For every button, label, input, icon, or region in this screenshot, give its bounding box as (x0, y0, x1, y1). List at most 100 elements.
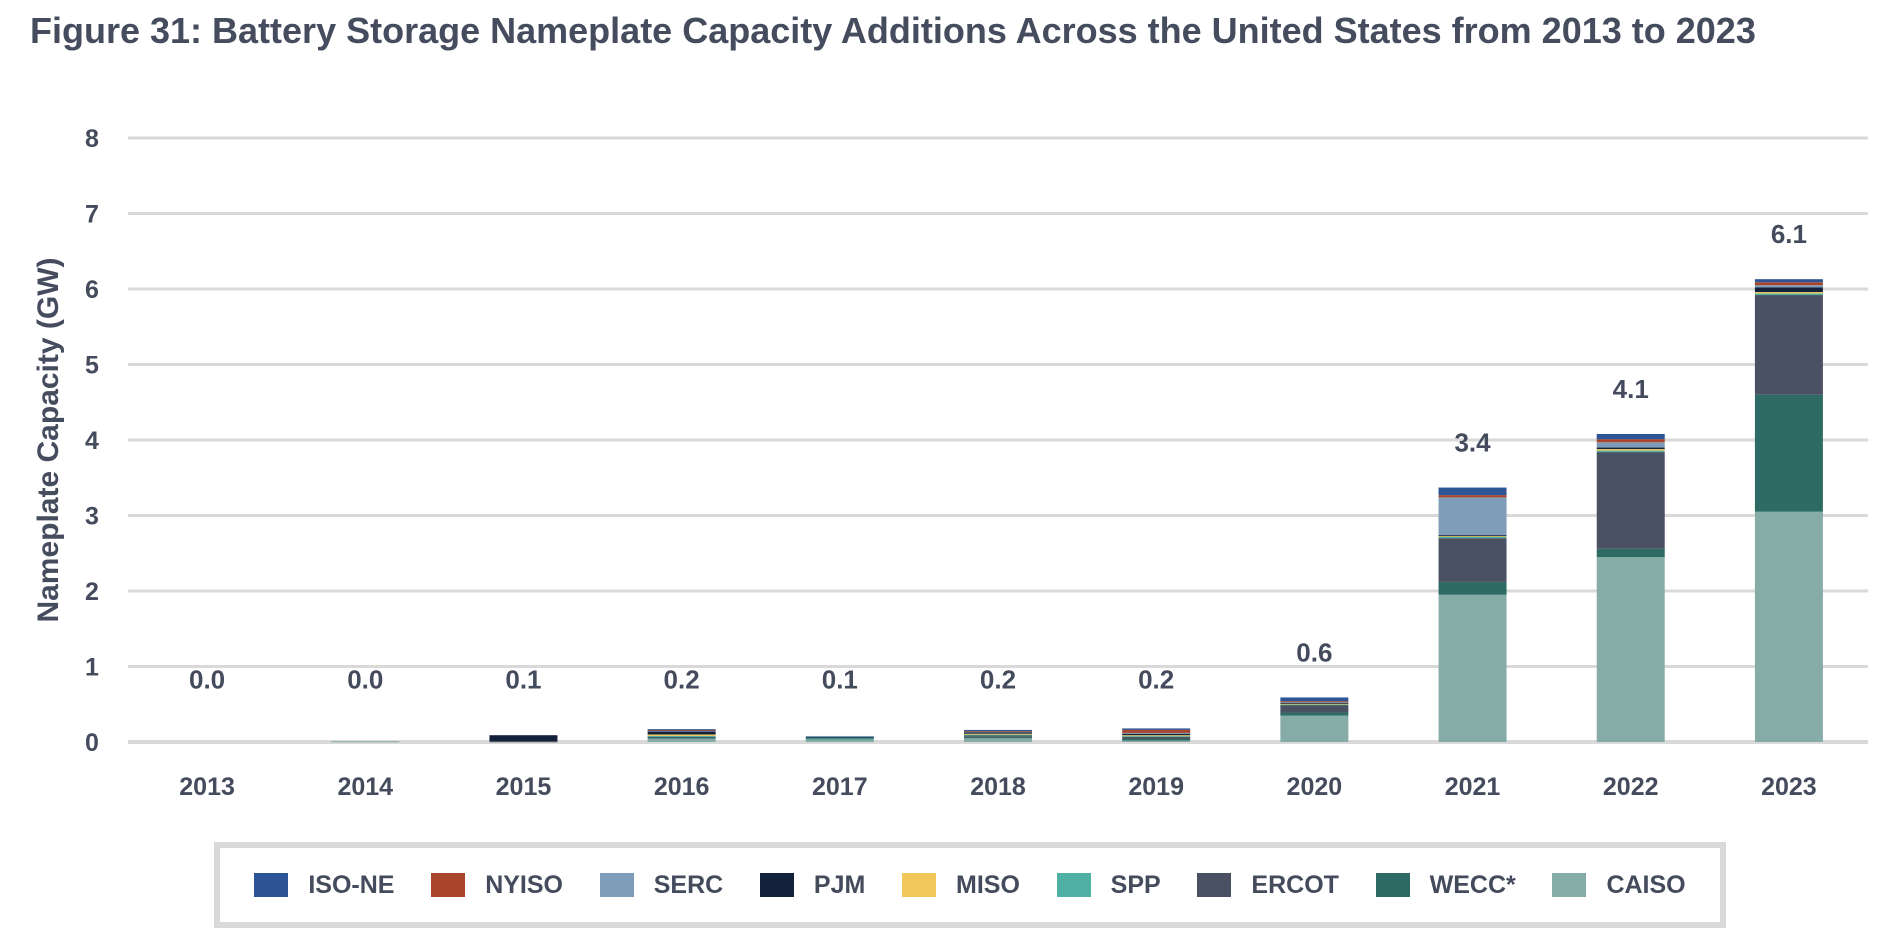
legend-item-caiso: CAISO (1552, 870, 1686, 900)
legend-swatch-spp (1056, 873, 1091, 897)
total-label: 3.4 (1454, 428, 1491, 458)
bar-segment-pjm-2022 (1596, 447, 1665, 450)
total-label: 0.1 (505, 665, 541, 695)
bar-segment-pjm-2018 (964, 732, 1032, 734)
x-tick-label: 2023 (1761, 773, 1817, 801)
bar-segment-isone-2023 (1754, 279, 1823, 283)
x-tick-label: 2013 (179, 773, 235, 801)
bar-segment-serc-2021 (1438, 497, 1507, 536)
bar-segment-caiso-2016 (647, 738, 716, 742)
bar-segment-serc-2019 (1122, 732, 1191, 734)
bar-segment-spp-2021 (1438, 536, 1507, 539)
y-tick-label: 8 (85, 125, 99, 153)
legend-item-ercot: ERCOT (1197, 871, 1339, 900)
bar-segment-miso-2018 (964, 733, 1032, 735)
bar-segment-spp-2022 (1596, 450, 1665, 453)
bar-segment-serc-2016 (647, 730, 716, 732)
y-tick-label: 4 (85, 427, 99, 455)
bar-segment-caiso-2014 (331, 741, 400, 743)
legend-item-spp: SPP (1056, 870, 1161, 900)
bar-segment-spp-2020 (1280, 704, 1349, 706)
legend-swatch-wecc (1375, 873, 1410, 897)
chart-title: Figure 31: Battery Storage Nameplate Cap… (30, 10, 1756, 51)
bar-segment-isone-2019 (1122, 728, 1191, 730)
legend-label-caiso: CAISO (1606, 870, 1686, 899)
bar-segment-ercot-2016 (647, 736, 716, 738)
bar-segment-miso-2021 (1438, 535, 1507, 537)
y-axis-label: Nameplate Capacity (GW) (32, 257, 65, 622)
legend-label-iso-ne: ISO-NE (308, 870, 395, 899)
bar-segment-ercot-2023 (1754, 295, 1823, 395)
bar-segment-miso-2019 (1122, 735, 1191, 737)
bar-segment-wecc-2017 (805, 738, 874, 740)
x-tick-label: 2021 (1445, 773, 1501, 801)
bar-segment-serc-2022 (1596, 442, 1665, 448)
bar-segment-isone-2020 (1280, 697, 1349, 702)
total-label: 0.0 (189, 665, 225, 695)
bar-segment-miso-2016 (647, 734, 716, 736)
bar-segment-caiso-2021 (1438, 594, 1507, 742)
bar-segment-wecc-2016 (647, 737, 716, 739)
bar-segment-pjm-2020 (1280, 702, 1349, 704)
bar-segment-ercot-2022 (1596, 452, 1665, 549)
legend-label-spp: SPP (1110, 870, 1161, 899)
chart-legend: ISO-NE NYISO SERC PJM MISO SPP ERCOT WEC… (214, 842, 1726, 928)
bar-chart: Nameplate Capacity (GW) 0 1 2 3 4 5 6 7 8 2013 0.0 2… (32, 125, 1868, 801)
bar-segment-spp-2016 (647, 735, 716, 737)
x-tick-label: 2016 (654, 773, 710, 801)
bar-segment-nyiso-2020 (1280, 701, 1349, 703)
total-label: 0.6 (1296, 637, 1332, 667)
total-label: 0.1 (822, 665, 858, 695)
bar-segment-miso-2022 (1596, 449, 1665, 451)
legend-swatch-ercot (1197, 873, 1232, 897)
bar-segment-caiso-2023 (1754, 511, 1823, 742)
bar-segment-ercot-2018 (964, 735, 1032, 737)
bar-segment-isone-2016 (647, 729, 716, 731)
bar-segment-pjm-2023 (1754, 287, 1823, 293)
legend-item-wecc: WECC* (1375, 870, 1516, 900)
bar-segment-caiso-2022 (1596, 557, 1665, 742)
bar-segment-miso-2023 (1754, 292, 1823, 294)
legend-item-nyiso: NYISO (431, 871, 563, 900)
bar-segment-caiso-2017 (805, 738, 874, 742)
bar-segment-caiso-2019 (1122, 740, 1191, 742)
bar-segment-ercot-2015 (489, 741, 558, 743)
bar-segment-nyiso-2021 (1438, 495, 1507, 498)
bar-segment-ercot-2021 (1438, 538, 1507, 582)
bar-segment-nyiso-2023 (1754, 282, 1823, 286)
bar-segment-spp-2019 (1122, 735, 1191, 737)
legend-label-wecc: WECC* (1429, 870, 1516, 899)
bar-segment-pjm-2015 (489, 735, 558, 742)
y-tick-label: 2 (85, 578, 99, 606)
bar-segment-isone-2018 (964, 729, 1032, 731)
legend-swatch-nyiso (431, 873, 466, 897)
bar-segment-spp-2023 (1754, 293, 1823, 296)
x-tick-label: 2018 (970, 773, 1026, 801)
bar-segment-serc-2023 (1754, 285, 1823, 288)
y-tick-label: 0 (85, 729, 99, 757)
y-tick-label: 7 (85, 201, 99, 229)
legend-swatch-iso-ne (254, 873, 289, 897)
legend-swatch-miso (902, 873, 937, 897)
total-label: 0.0 (347, 665, 383, 695)
total-label: 0.2 (1138, 665, 1174, 695)
bar-segment-pjm-2016 (647, 731, 716, 735)
y-tick-label: 1 (85, 654, 99, 682)
bar-segment-nyiso-2022 (1596, 439, 1665, 443)
legend-swatch-pjm (759, 873, 794, 897)
bar-segment-miso-2020 (1280, 703, 1349, 705)
bar-segment-isone-2022 (1596, 433, 1665, 440)
bar-segment-wecc-2019 (1122, 738, 1191, 741)
bar-segment-ercot-2020 (1280, 705, 1349, 713)
bar-segment-caiso-2020 (1280, 715, 1349, 742)
y-tick-label: 5 (85, 352, 99, 380)
y-tick-label: 3 (85, 503, 99, 531)
legend-label-serc: SERC (653, 870, 724, 899)
y-tick-label: 6 (85, 276, 99, 304)
bar-segment-serc-2018 (964, 731, 1032, 733)
bar-segment-wecc-2023 (1754, 394, 1823, 512)
x-tick-label: 2022 (1603, 773, 1659, 801)
total-label: 6.1 (1771, 219, 1807, 249)
bar-segment-wecc-2022 (1596, 548, 1665, 558)
bar-segment-wecc-2018 (964, 736, 1032, 739)
